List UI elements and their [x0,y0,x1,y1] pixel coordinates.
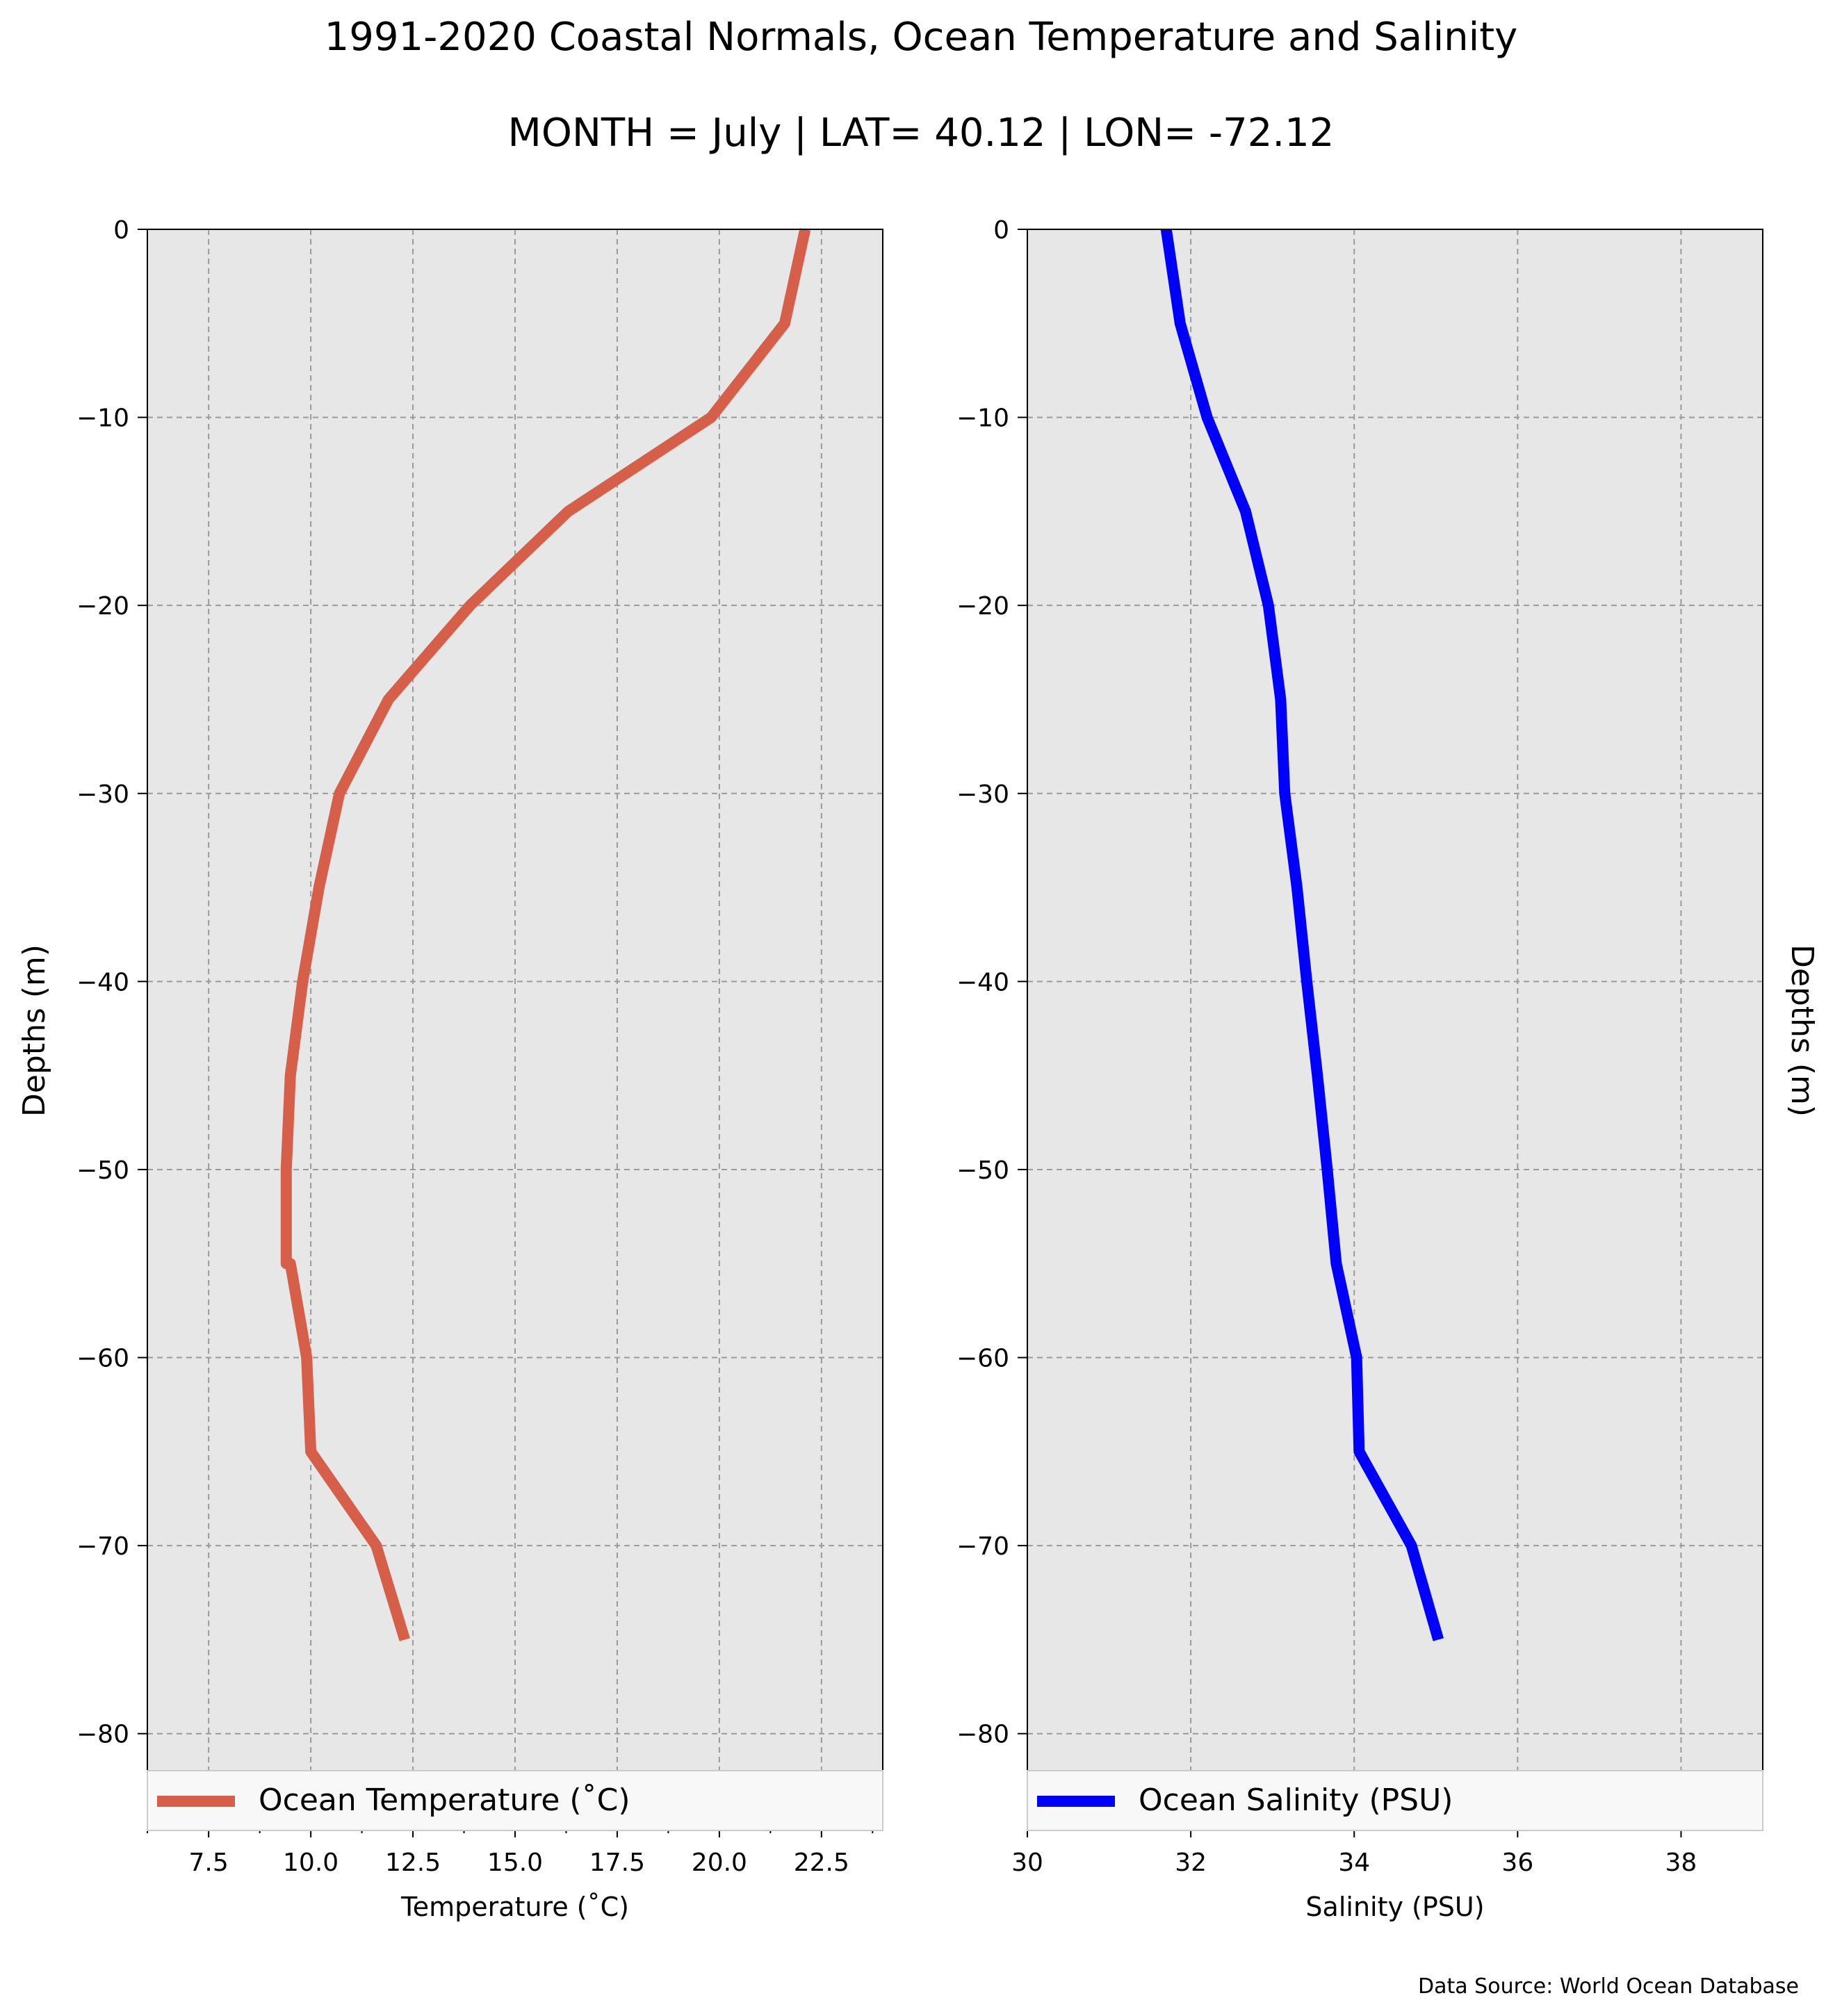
temp-y-tick-label: −60 [76,1345,129,1373]
sal-y-tick-label: −60 [956,1345,1009,1373]
temperature-ticks: 7.5 10.0 12.5 15.0 17.5 20.0 22.5 0 −10 −20 −30 −40… [76,216,874,1877]
temperature-y-axis-label: Depths (m) [17,944,52,1117]
temp-y-tick-label: −20 [76,592,129,621]
sal-x-tick-label: 36 [1501,1849,1533,1877]
sal-x-tick-label: 32 [1175,1849,1207,1877]
temp-x-tick-label: 17.5 [589,1849,645,1877]
temp-y-tick-label: −80 [76,1721,129,1749]
temp-x-tick-label: 12.5 [385,1849,441,1877]
sal-x-tick-label: 38 [1665,1849,1697,1877]
sal-y-tick-label: 0 [993,216,1009,245]
salinity-legend-box [1027,1770,1763,1831]
sal-y-tick-label: −30 [956,780,1009,809]
temp-x-tick-label: 7.5 [189,1849,229,1877]
temp-y-tick-label: 0 [113,216,129,245]
salinity-panel: 30 32 34 36 38 0 −10 −20 −30 −40 −50 −60 −70 −80 Ocea… [956,216,1820,1922]
temperature-grid [147,229,883,1828]
sal-y-tick-label: −40 [956,968,1009,997]
sal-y-tick-label: −70 [956,1532,1009,1561]
temp-y-tick-label: −10 [76,404,129,433]
temp-y-tick-label: −50 [76,1156,129,1185]
temp-y-tick-label: −30 [76,780,129,809]
salinity-legend-label: Ocean Salinity (PSU) [1139,1783,1453,1818]
temp-y-tick-label: −40 [76,968,129,997]
temperature-legend-label: Ocean Temperature (˚C) [259,1783,630,1818]
sal-y-tick-label: −10 [956,404,1009,433]
figure-title: 1991-2020 Coastal Normals, Ocean Tempera… [325,15,1518,60]
temp-x-tick-label: 10.0 [283,1849,339,1877]
data-source-note: Data Source: World Ocean Database [1418,1974,1799,1999]
salinity-line [1160,228,1444,1641]
temp-y-tick-label: −70 [76,1532,129,1561]
figure-subtitle: MONTH = July | LAT= 40.12 | LON= -72.12 [508,110,1335,156]
temp-x-tick-label: 22.5 [794,1849,849,1877]
sal-y-tick-label: −80 [956,1721,1009,1749]
sal-x-tick-label: 34 [1338,1849,1370,1877]
temperature-line [280,228,811,1641]
salinity-plot-area [1027,229,1763,1828]
temperature-x-axis-label: Temperature (˚C) [400,1892,629,1922]
salinity-ticks: 30 32 34 36 38 0 −10 −20 −30 −40 −50 −60 −70 −80 [956,216,1697,1877]
temperature-panel: 7.5 10.0 12.5 15.0 17.5 20.0 22.5 0 −10 −20 −30 −40… [17,216,883,1922]
salinity-x-axis-label: Salinity (PSU) [1305,1892,1484,1922]
salinity-legend: Ocean Salinity (PSU) [1027,1770,1763,1831]
sal-x-tick-label: 30 [1011,1849,1043,1877]
sal-y-tick-label: −20 [956,592,1009,621]
temperature-legend: Ocean Temperature (˚C) [147,1770,883,1831]
temp-x-tick-label: 15.0 [487,1849,543,1877]
temperature-legend-box [147,1770,883,1831]
salinity-y-axis-label: Depths (m) [1784,944,1820,1117]
temp-x-tick-label: 20.0 [692,1849,747,1877]
sal-y-tick-label: −50 [956,1156,1009,1185]
